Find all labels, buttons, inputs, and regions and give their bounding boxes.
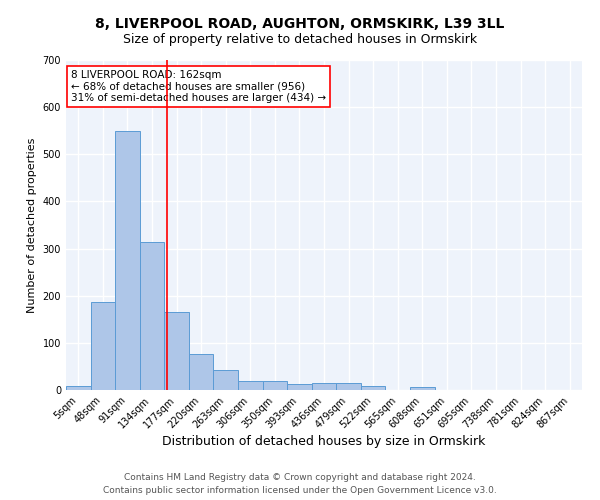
Text: Size of property relative to detached houses in Ormskirk: Size of property relative to detached ho… bbox=[123, 32, 477, 46]
Bar bbox=[164, 312, 189, 390]
Text: 8 LIVERPOOL ROAD: 162sqm
← 68% of detached houses are smaller (956)
31% of semi-: 8 LIVERPOOL ROAD: 162sqm ← 68% of detach… bbox=[71, 70, 326, 103]
Bar bbox=[238, 380, 263, 390]
X-axis label: Distribution of detached houses by size in Ormskirk: Distribution of detached houses by size … bbox=[163, 436, 485, 448]
Bar bbox=[410, 387, 434, 390]
Text: 8, LIVERPOOL ROAD, AUGHTON, ORMSKIRK, L39 3LL: 8, LIVERPOOL ROAD, AUGHTON, ORMSKIRK, L3… bbox=[95, 18, 505, 32]
Bar bbox=[214, 370, 238, 390]
Bar bbox=[361, 386, 385, 390]
Bar bbox=[115, 130, 140, 390]
Bar bbox=[263, 380, 287, 390]
Y-axis label: Number of detached properties: Number of detached properties bbox=[27, 138, 37, 312]
Text: Contains HM Land Registry data © Crown copyright and database right 2024.
Contai: Contains HM Land Registry data © Crown c… bbox=[103, 474, 497, 495]
Bar bbox=[287, 384, 312, 390]
Bar bbox=[66, 386, 91, 390]
Bar bbox=[312, 383, 336, 390]
Bar bbox=[189, 354, 214, 390]
Bar bbox=[336, 383, 361, 390]
Bar bbox=[91, 302, 115, 390]
Bar bbox=[140, 242, 164, 390]
